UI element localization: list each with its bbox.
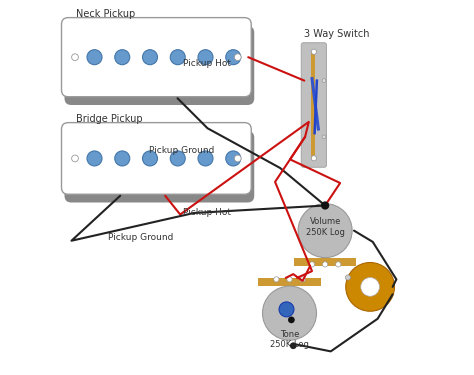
Text: Bridge Pickup: Bridge Pickup bbox=[76, 114, 142, 124]
Circle shape bbox=[143, 50, 157, 64]
Circle shape bbox=[72, 155, 78, 162]
Circle shape bbox=[361, 278, 380, 296]
Circle shape bbox=[290, 342, 297, 349]
Text: Pickup Hot: Pickup Hot bbox=[182, 59, 231, 68]
Text: Pickup Ground: Pickup Ground bbox=[149, 146, 214, 155]
Circle shape bbox=[226, 151, 241, 166]
Text: Pickup Ground: Pickup Ground bbox=[108, 232, 173, 242]
Circle shape bbox=[287, 277, 292, 282]
Text: Tone
250K Log: Tone 250K Log bbox=[270, 330, 309, 350]
Circle shape bbox=[115, 151, 130, 166]
Circle shape bbox=[322, 135, 326, 139]
Bar bbox=[294, 258, 356, 266]
Circle shape bbox=[298, 204, 352, 258]
Circle shape bbox=[234, 155, 241, 162]
Circle shape bbox=[198, 151, 213, 166]
Circle shape bbox=[279, 302, 294, 317]
Circle shape bbox=[234, 54, 241, 60]
Text: Pickup Hot: Pickup Hot bbox=[182, 208, 231, 217]
FancyBboxPatch shape bbox=[62, 18, 251, 97]
Circle shape bbox=[87, 151, 102, 166]
Circle shape bbox=[198, 50, 213, 64]
Circle shape bbox=[274, 277, 279, 282]
Circle shape bbox=[72, 54, 78, 60]
Text: Neck Pickup: Neck Pickup bbox=[76, 9, 135, 19]
FancyBboxPatch shape bbox=[301, 43, 327, 167]
Circle shape bbox=[288, 316, 295, 323]
Circle shape bbox=[170, 50, 185, 64]
Circle shape bbox=[170, 151, 185, 166]
Circle shape bbox=[321, 201, 329, 210]
FancyBboxPatch shape bbox=[64, 131, 254, 203]
Circle shape bbox=[310, 262, 315, 267]
Circle shape bbox=[346, 262, 394, 311]
FancyBboxPatch shape bbox=[62, 123, 251, 194]
Text: Volume
250K Log: Volume 250K Log bbox=[306, 217, 345, 237]
Circle shape bbox=[346, 275, 351, 280]
Circle shape bbox=[143, 151, 157, 166]
Circle shape bbox=[336, 262, 341, 267]
Circle shape bbox=[87, 50, 102, 64]
Bar bbox=[311, 51, 315, 159]
Circle shape bbox=[263, 286, 317, 340]
Circle shape bbox=[322, 262, 328, 267]
Bar bbox=[258, 278, 320, 286]
Circle shape bbox=[115, 50, 130, 64]
Circle shape bbox=[311, 156, 317, 161]
Circle shape bbox=[322, 79, 326, 82]
Circle shape bbox=[311, 49, 317, 54]
Circle shape bbox=[226, 50, 241, 64]
Text: 3 Way Switch: 3 Way Switch bbox=[303, 29, 369, 39]
Circle shape bbox=[300, 277, 305, 282]
FancyBboxPatch shape bbox=[64, 26, 254, 105]
